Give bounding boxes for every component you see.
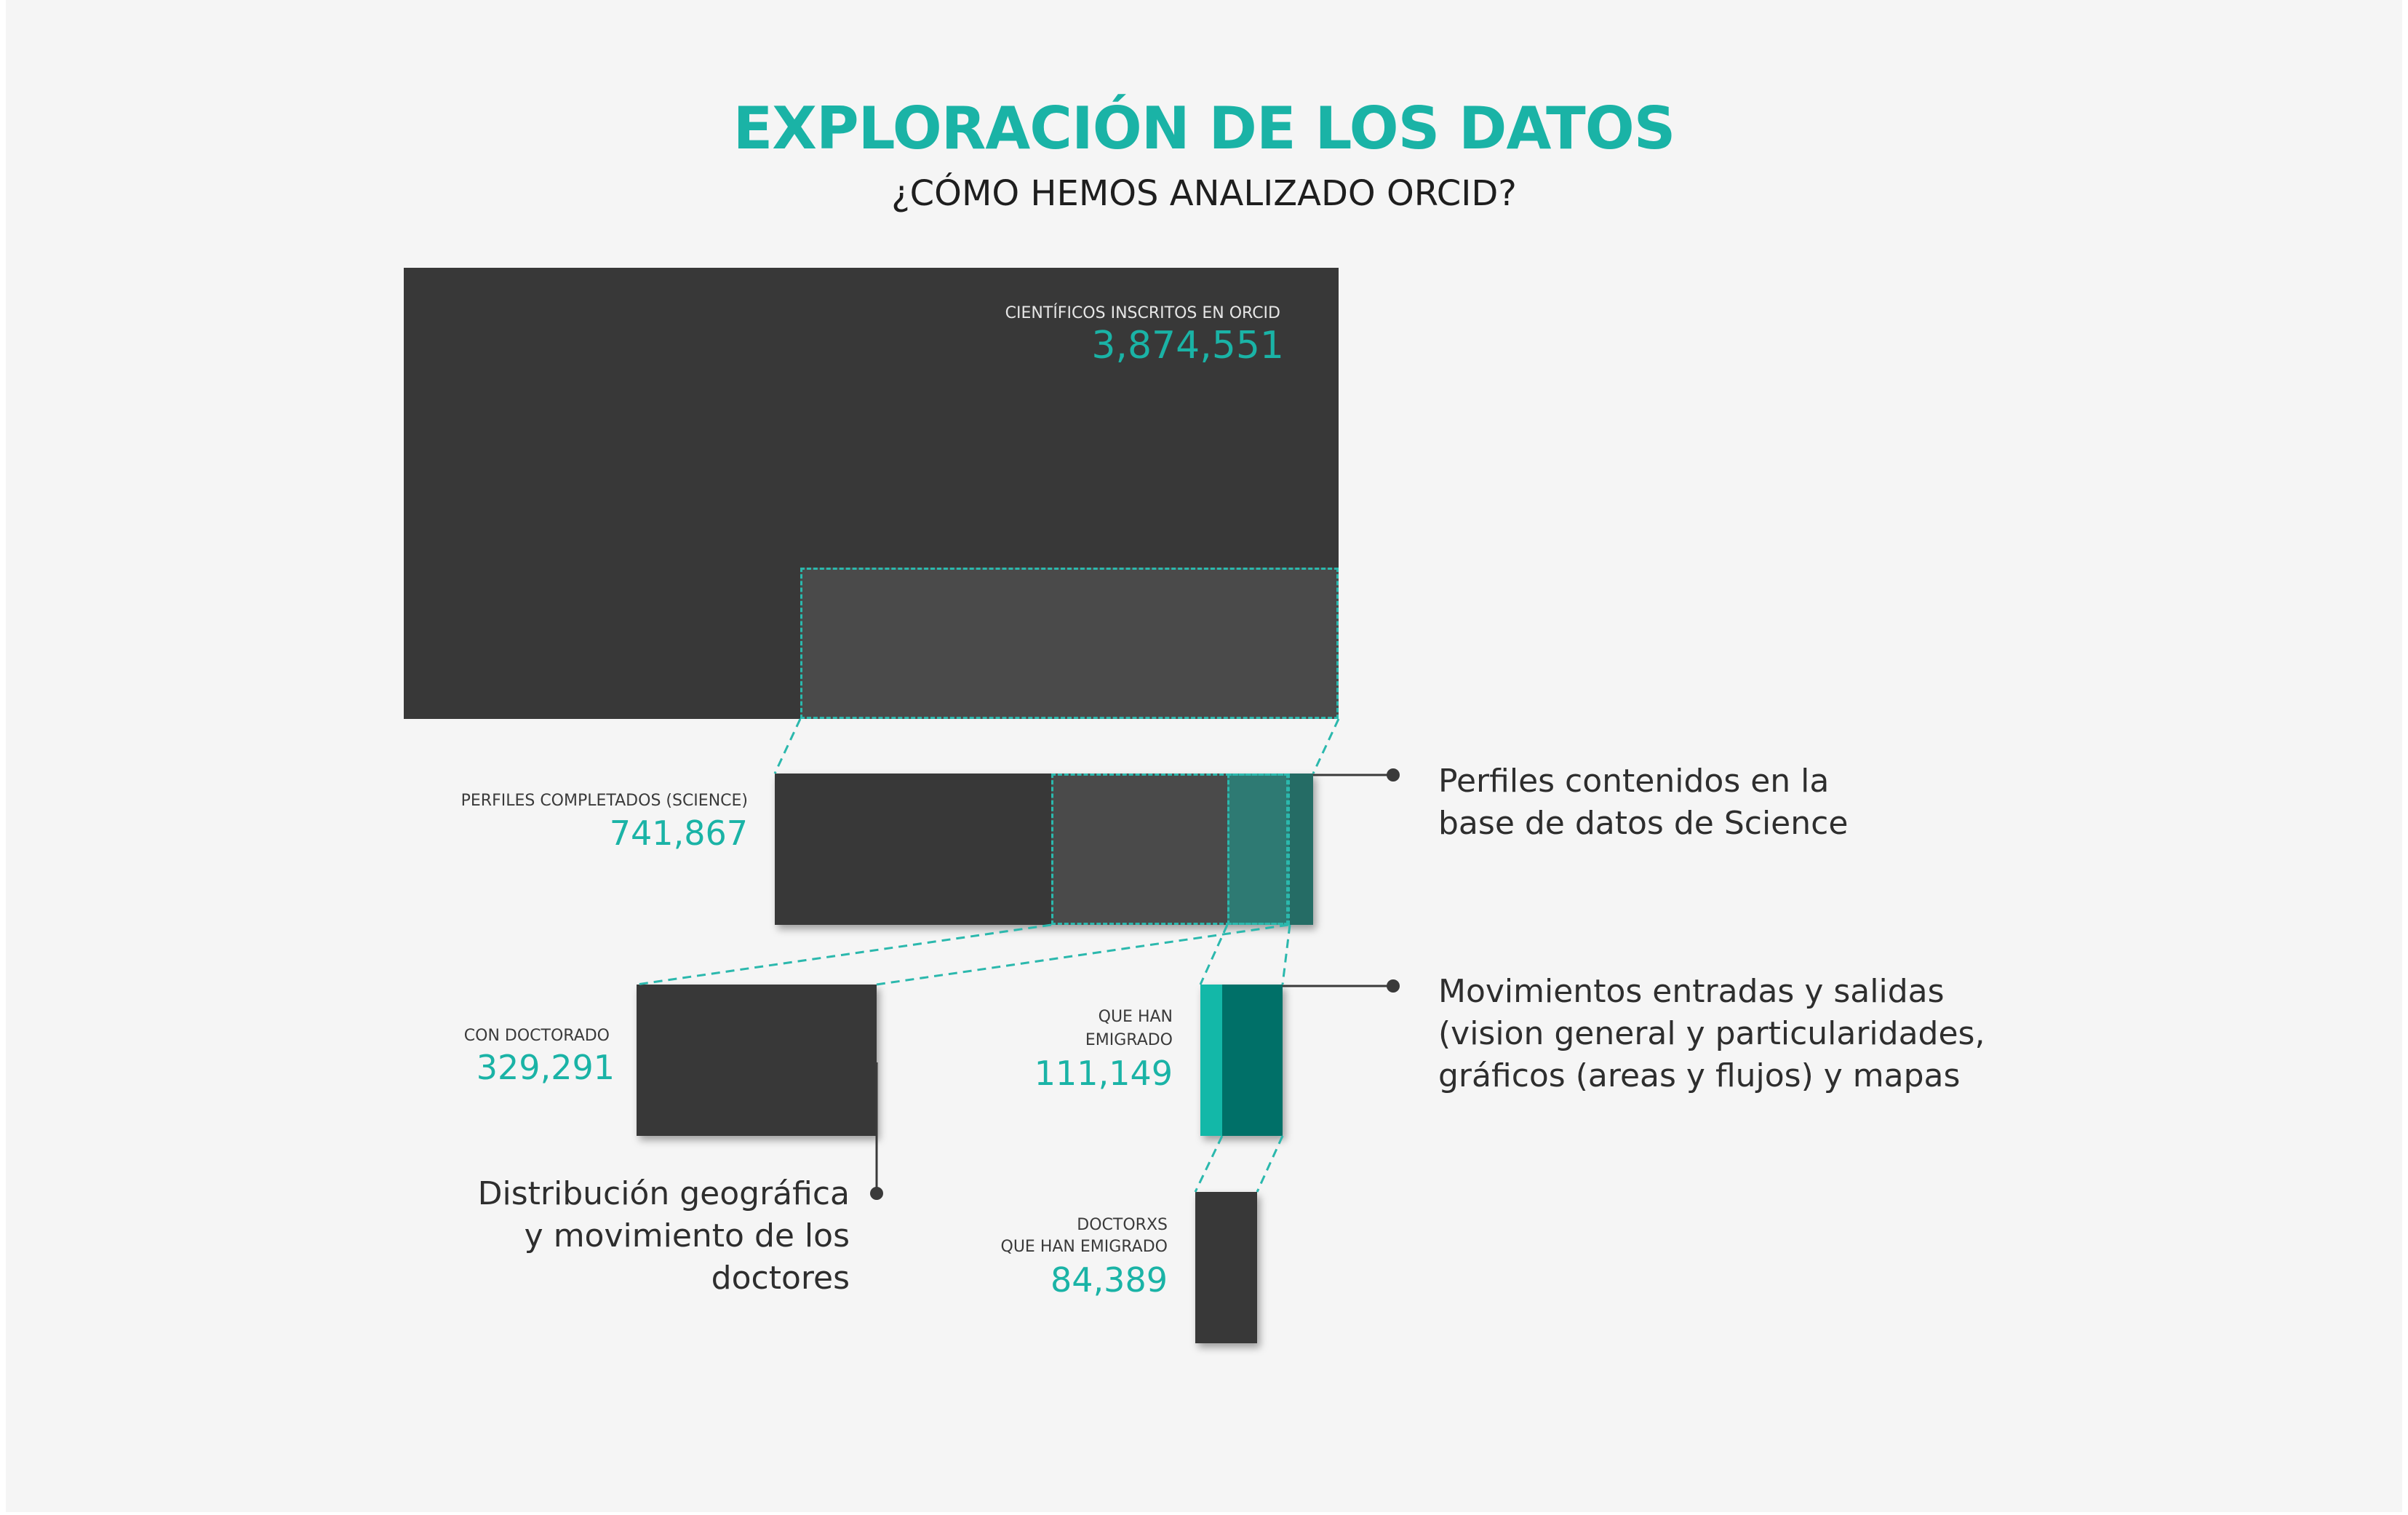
connector-orcid-science-right [1312,718,1340,774]
science-emigrado-edge [1289,774,1313,925]
science-doctorado-segment [1051,774,1227,925]
connector-emigrado-doctorxs-left [1194,1135,1224,1193]
doctorado-value: 329,291 [476,1048,615,1087]
note-science-line2: base de datos de Science [1438,805,1849,842]
orcid-value: 3,874,551 [1091,324,1284,367]
doctorxs-value: 84,389 [1050,1260,1168,1300]
doctorado-label: CON DOCTORADO [463,1027,610,1045]
note-distribucion-line1: Distribución geográfica [477,1175,850,1212]
note-science: Perfiles contenidos en la base de datos … [1438,760,1848,845]
orcid-label: CIENTÍFICOS INSCRITOS EN ORCID [1005,304,1280,322]
note-science-line1: Perfiles contenidos en la [1438,763,1830,800]
science-label: PERFILES COMPLETADOS (SCIENCE) [461,792,748,810]
connector-science-emigrado-left [1199,924,1229,985]
pointer-science-dot [1387,768,1400,782]
note-movimientos-line1: Movimientos entradas y salidas [1438,973,1945,1010]
note-movimientos-line3: gráficos (areas y flujos) y mapas [1438,1057,1961,1094]
doctorxs-box [1195,1192,1257,1343]
note-distribucion-line3: doctores [711,1260,850,1297]
orcid-subset-outline [800,568,1339,719]
doctorxs-label-line1: DOCTORXS [1077,1216,1168,1234]
connector-science-doctorado-right [876,923,1289,986]
note-distribucion-line2: y movimiento de los [524,1217,850,1254]
pointer-doctorado [872,1062,878,1195]
orcid-subset-box [800,568,1339,719]
science-doctorado-outline [1051,774,1288,925]
connector-science-doctorado-left [636,923,1052,986]
pointer-doctorado-dot [870,1187,883,1200]
connector-orcid-science-left [773,718,802,774]
science-value: 741,867 [609,814,748,853]
note-movimientos-line2: (vision general y particularidades, [1438,1015,1985,1052]
page-subtitle: ¿CÓMO HEMOS ANALIZADO ORCID? [891,173,1517,214]
pointer-emigrado-dot [1387,979,1400,993]
emigrado-label-line1: QUE HAN [1098,1008,1173,1026]
page-title: EXPLORACIÓN DE LOS DATOS [733,95,1676,162]
emigrado-label-line2: EMIGRADO [1085,1031,1173,1049]
note-distribucion: Distribución geográfica y movimiento de … [407,1173,850,1300]
emigrado-bright-segment [1200,985,1222,1136]
note-movimientos: Movimientos entradas y salidas (vision g… [1438,971,1985,1097]
emigrado-value: 111,149 [1034,1054,1173,1093]
science-emigrado-outline [1227,774,1290,925]
doctorxs-label-line2: QUE HAN EMIGRADO [1000,1238,1168,1256]
connector-emigrado-doctorxs-right [1256,1135,1284,1193]
doctorado-box [637,985,877,1136]
connector-science-emigrado-right [1281,924,1291,985]
